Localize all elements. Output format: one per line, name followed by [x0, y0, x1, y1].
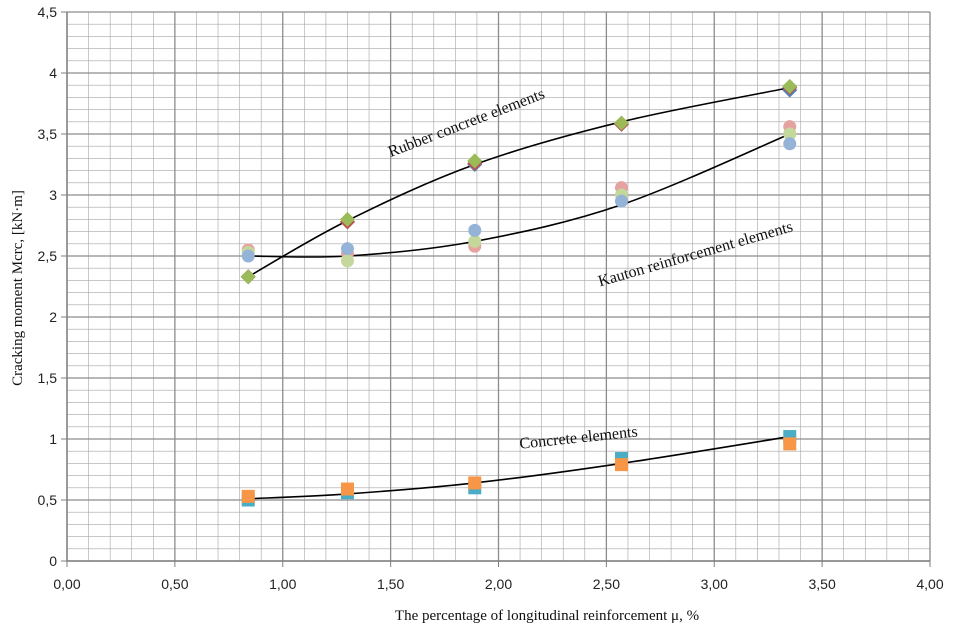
data-point-diamond: [240, 269, 256, 285]
trendline: [247, 86, 790, 278]
y-axis-title: Cracking moment Mcrc, [kN·m]: [10, 190, 26, 386]
data-point-circle: [783, 127, 797, 141]
trendline: [248, 133, 791, 258]
x-tick-label: 4,00: [916, 576, 943, 592]
x-tick-label: 1,50: [377, 576, 404, 592]
y-tick-label: 1: [49, 431, 57, 447]
x-tick-label: 2,00: [485, 576, 512, 592]
x-tick-label: 2,50: [593, 576, 620, 592]
data-point-square: [241, 489, 255, 503]
data-point-circle: [241, 249, 255, 263]
x-axis-title: The percentage of longitudinal reinforce…: [395, 608, 699, 624]
x-tick-label: 0,00: [53, 576, 80, 592]
series-annotation: Concrete elements: [519, 423, 639, 452]
trendlines: [247, 86, 791, 500]
data-point-circle: [614, 194, 628, 208]
y-tick-label: 0,5: [38, 492, 58, 508]
x-tick-label: 3,00: [701, 576, 728, 592]
data-point-diamond: [467, 153, 483, 169]
data-point-circle: [340, 242, 354, 256]
y-tick-label: 3: [49, 187, 57, 203]
y-tick-label: 3,5: [38, 126, 58, 142]
y-tick-label: 0: [49, 553, 57, 569]
data-point-circle: [340, 254, 354, 268]
x-tick-label: 0,50: [161, 576, 188, 592]
data-point-square: [468, 476, 482, 490]
trendline: [248, 435, 790, 500]
data-point-diamond: [339, 211, 355, 227]
data-point-square: [340, 482, 354, 496]
data-point-square: [614, 458, 628, 472]
y-tick-label: 4: [49, 65, 57, 81]
grid: [66, 11, 931, 562]
y-tick-label: 4,5: [38, 4, 58, 20]
x-tick-label: 3,50: [809, 576, 836, 592]
data-point-square: [783, 437, 797, 451]
data-point-diamond: [613, 115, 629, 131]
y-tick-label: 1,5: [38, 370, 58, 386]
axes: 0,00 0,50 1,00 1,50 2,00 2,50 3,00 3,50 4,00 0 0,5…: [38, 4, 944, 592]
y-tick-label: 2: [49, 309, 57, 325]
series-annotation: Kauton reinforcement elements: [596, 218, 795, 290]
y-tick-label: 2,5: [38, 248, 58, 264]
x-tick-label: 1,00: [269, 576, 296, 592]
data-point-diamond: [782, 78, 798, 94]
data-point-circle: [783, 137, 797, 151]
series-annotation: Rubber concrete elements: [386, 85, 547, 160]
data-point-circle: [468, 223, 482, 237]
data-point-circle: [468, 234, 482, 248]
data-markers: [240, 78, 798, 507]
annotations: Rubber concrete elements Kauton reinforce…: [386, 85, 795, 452]
